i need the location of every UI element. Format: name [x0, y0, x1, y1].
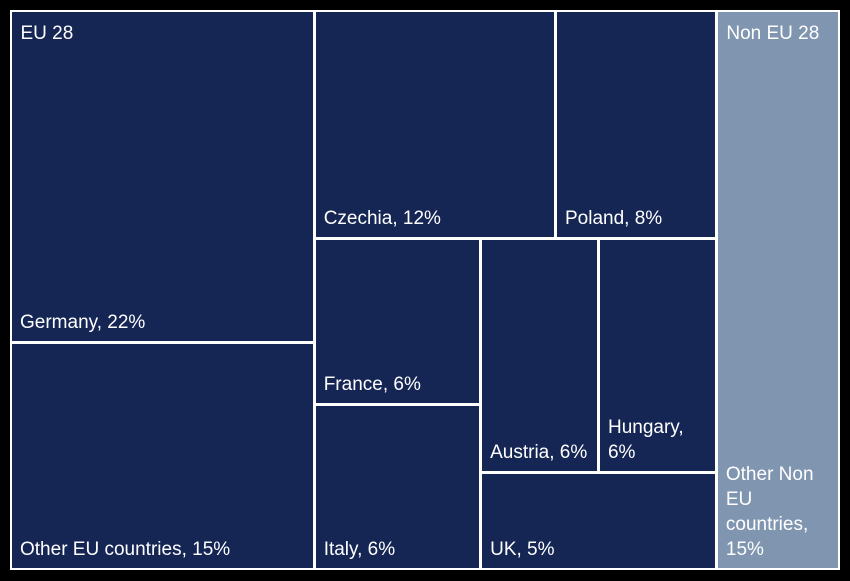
tile-label: Poland, 8% — [565, 208, 663, 230]
tile: Czechia, 12% — [315, 12, 554, 238]
tile-label: Germany, 22% — [20, 312, 146, 334]
tile: Germany, 22% — [12, 12, 313, 342]
treemap: Germany, 22% Other EU countries, 15% Czech… — [10, 10, 840, 570]
tile: Austria, 6% — [482, 240, 597, 471]
tile: Hungary, 6% — [599, 240, 715, 471]
tile: Italy, 6% — [315, 405, 480, 568]
tile-label: Other Non EU countries, 15% — [725, 464, 814, 560]
tile: Poland, 8% — [557, 12, 715, 238]
tile-label: Italy, 6% — [323, 538, 396, 560]
tile-label: Austria, 6% — [490, 441, 588, 463]
tile-label: UK, 5% — [490, 538, 555, 560]
tile: Other EU countries, 15% — [12, 344, 313, 568]
tile-label: Czechia, 12% — [323, 208, 441, 230]
tile-label: Hungary, 6% — [607, 416, 684, 463]
tile: Other Non EU countries, 15% — [717, 12, 838, 568]
group-label: Non EU 28 — [726, 22, 820, 44]
tile: UK, 5% — [482, 473, 715, 568]
group-label: EU 28 — [20, 22, 74, 44]
tile-label: France, 6% — [323, 373, 421, 395]
tile: France, 6% — [315, 240, 480, 403]
tile-label: Other EU countries, 15% — [20, 538, 231, 560]
